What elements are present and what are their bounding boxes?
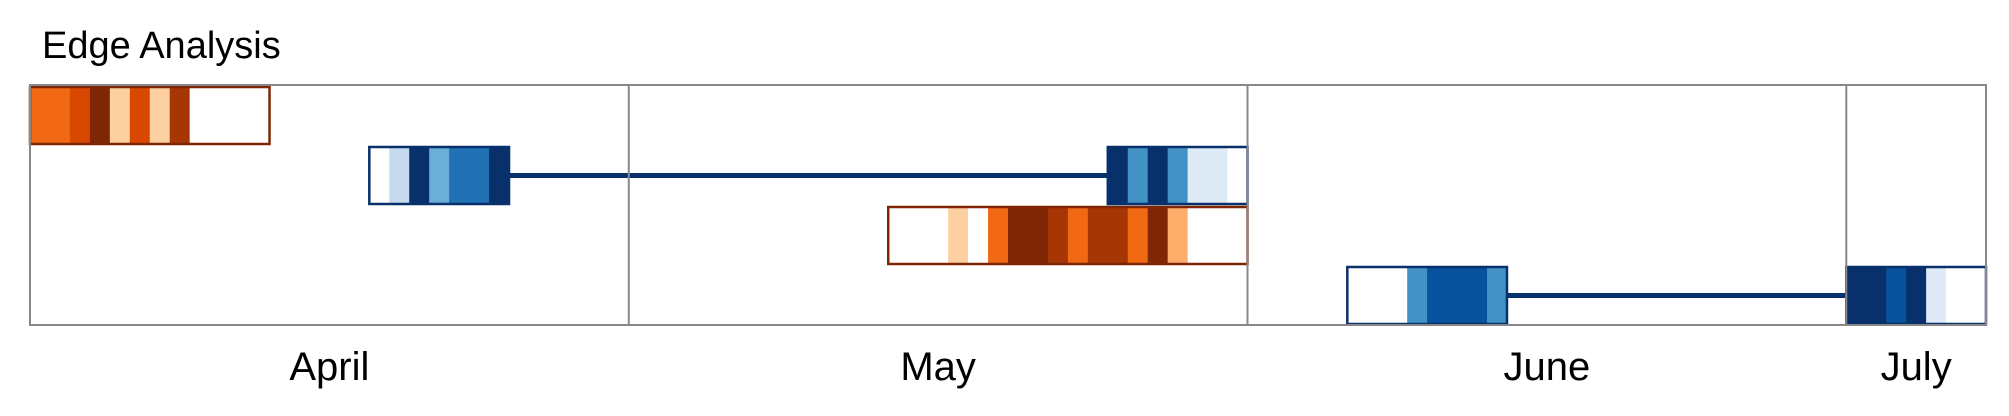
timeline-cell — [1008, 207, 1029, 264]
timeline-cell — [1467, 267, 1488, 324]
timeline-cell — [888, 207, 909, 264]
timeline-cell — [948, 207, 969, 264]
timeline-cell — [30, 87, 51, 144]
timeline-cell — [1886, 267, 1907, 324]
timeline-cell — [469, 147, 490, 204]
timeline-cell — [1187, 147, 1209, 204]
timeline-cell — [489, 147, 510, 204]
timeline-cell — [1107, 147, 1129, 204]
timeline-cell — [129, 87, 151, 144]
timeline-cell — [1447, 267, 1468, 324]
timeline-cell — [189, 87, 211, 144]
timeline-cell — [1906, 267, 1927, 324]
timeline-cell — [1167, 207, 1189, 264]
chart-title: Edge Analysis — [42, 25, 281, 67]
timeline-cell — [1367, 267, 1388, 324]
timeline-cell — [928, 207, 949, 264]
timeline-cell — [209, 87, 231, 144]
timeline-cell — [429, 147, 450, 204]
month-label: May — [900, 345, 976, 389]
timeline-cell — [1866, 267, 1887, 324]
timeline-cell — [1087, 207, 1109, 264]
timeline-cell — [229, 87, 251, 144]
timeline-cell — [1147, 207, 1169, 264]
timeline-cell — [69, 87, 91, 144]
timeline-cell — [1427, 267, 1448, 324]
timeline-cell — [1966, 267, 1987, 324]
timeline-cell — [1147, 147, 1169, 204]
month-labels: April May June July — [289, 345, 1951, 389]
plot-frame — [29, 84, 1987, 326]
timeline-cell — [968, 207, 989, 264]
timeline-cell — [1027, 207, 1049, 264]
month-label: July — [1881, 345, 1952, 389]
timeline-cell — [249, 87, 271, 144]
month-label: April — [289, 345, 369, 389]
timeline-cell — [1347, 267, 1368, 324]
timeline-cell — [988, 207, 1009, 264]
timeline-cell — [1207, 207, 1229, 264]
timeline-cell — [1946, 267, 1967, 324]
timeline-connectors — [509, 173, 1847, 298]
timeline-cell — [169, 87, 191, 144]
timeline-cell — [1407, 267, 1428, 324]
timeline-cell — [1487, 267, 1508, 324]
timeline-cell — [1067, 207, 1089, 264]
timeline-cell — [1047, 207, 1069, 264]
timeline-cells — [30, 87, 1987, 324]
timeline-cell — [389, 147, 410, 204]
timeline-cell — [1187, 207, 1209, 264]
month-gridlines — [627, 85, 1848, 325]
timeline-cell — [149, 87, 171, 144]
timeline-cell — [1227, 147, 1249, 204]
timeline-cell — [1926, 267, 1947, 324]
segment-outlines — [28, 85, 1988, 326]
timeline-cell — [369, 147, 390, 204]
timeline-cell — [1107, 207, 1129, 264]
timeline-cell — [908, 207, 929, 264]
timeline-cell — [109, 87, 131, 144]
timeline-cell — [449, 147, 470, 204]
timeline-cell — [409, 147, 430, 204]
timeline-cell — [1127, 207, 1149, 264]
timeline-cell — [1227, 207, 1249, 264]
timeline-cell — [1167, 147, 1189, 204]
month-label: June — [1504, 345, 1591, 389]
segment-outline — [368, 145, 511, 206]
timeline-cell — [89, 87, 111, 144]
timeline-cell — [1207, 147, 1229, 204]
timeline-cell — [1846, 267, 1867, 324]
timeline-cell — [1127, 147, 1149, 204]
timeline-cell — [1387, 267, 1408, 324]
timeline-cell — [49, 87, 71, 144]
